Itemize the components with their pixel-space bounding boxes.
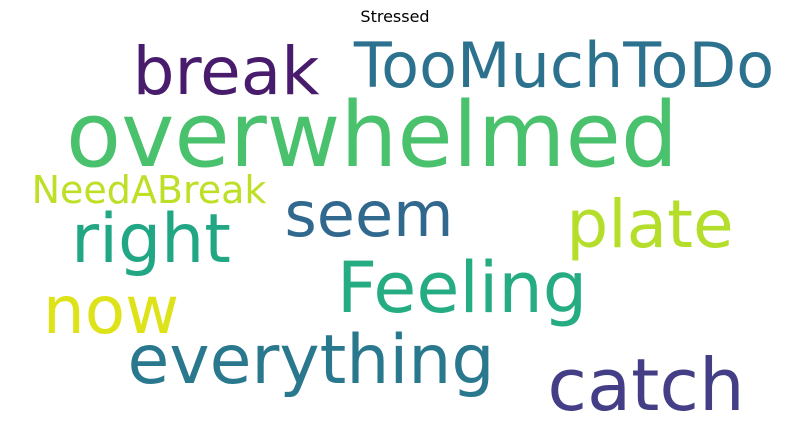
word-toomuchtodo: TooMuchToDo	[353, 29, 774, 102]
word-now: now	[43, 272, 179, 349]
word-feeling: Feeling	[337, 247, 587, 329]
word-everything: everything	[127, 321, 494, 400]
word-catch: catch	[547, 343, 744, 427]
word-seem: seem	[285, 178, 454, 251]
word-overwhelmed: overwhelmed	[66, 83, 678, 188]
word-needabreak: NeedABreak	[32, 168, 267, 212]
chart-title: Stressed	[360, 7, 430, 26]
word-break: break	[133, 33, 321, 110]
word-plate: plate	[566, 186, 733, 263]
word-right: right	[71, 200, 231, 279]
